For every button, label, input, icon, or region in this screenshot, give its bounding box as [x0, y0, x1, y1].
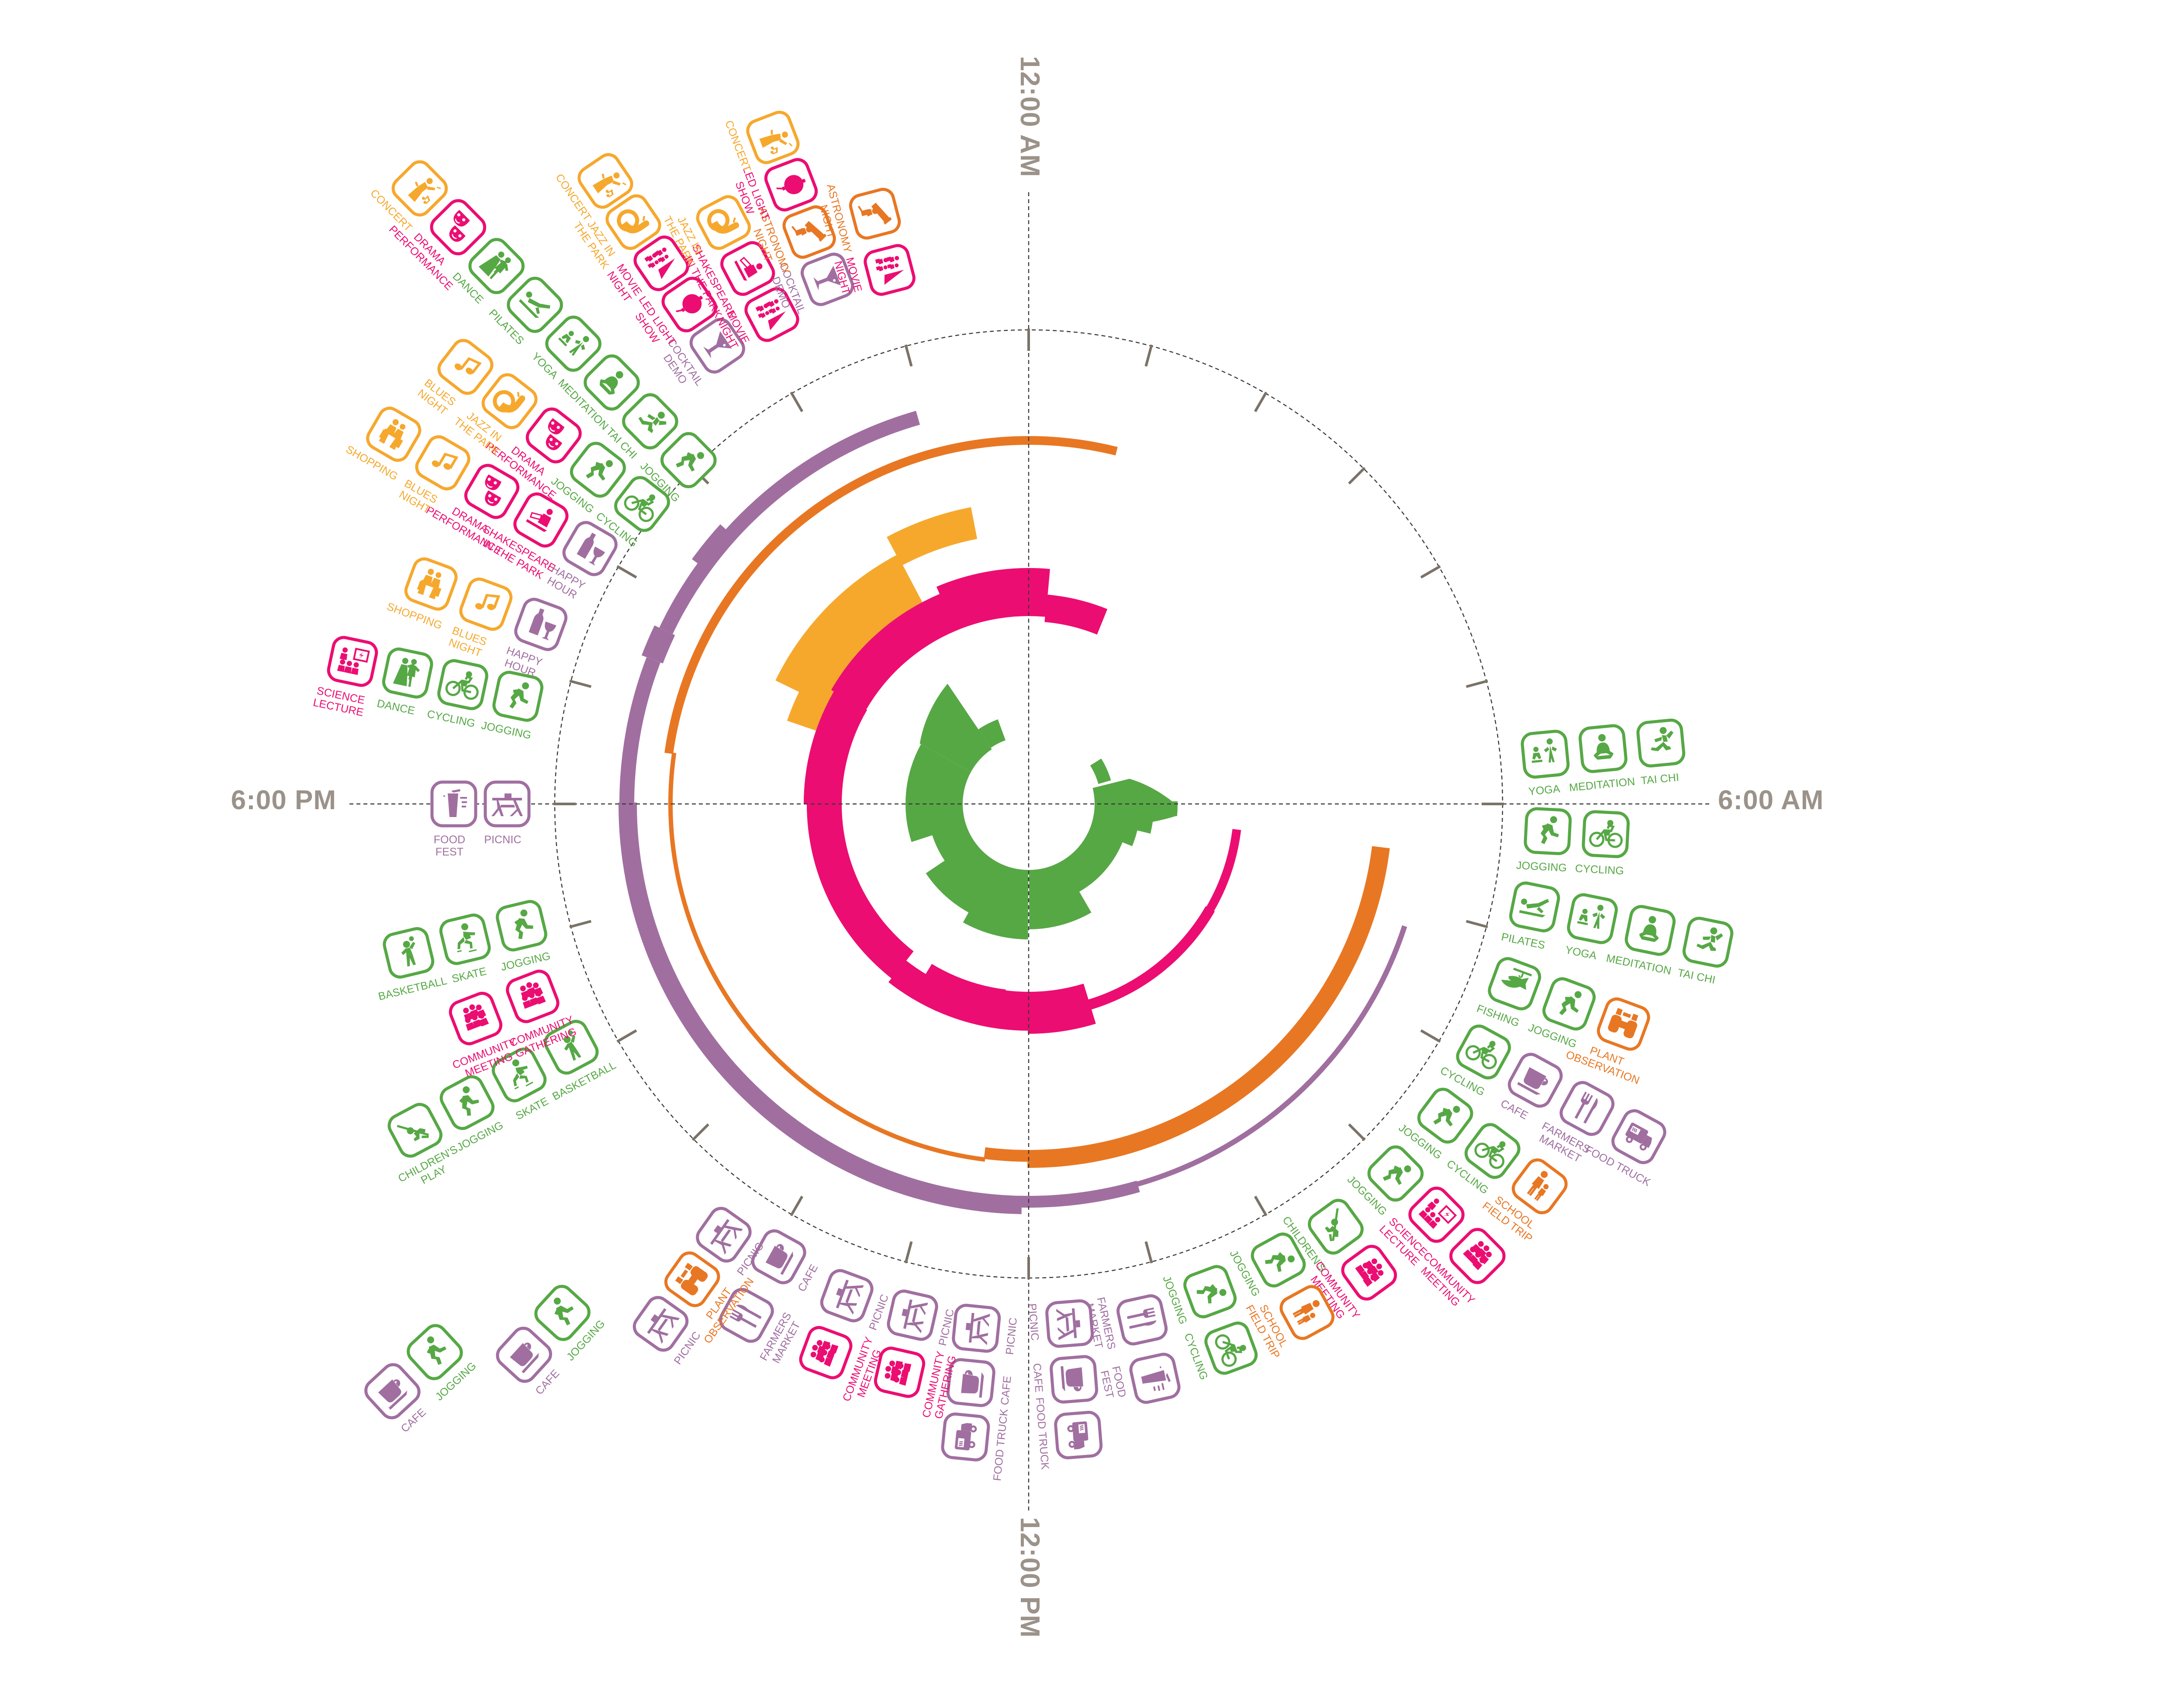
svg-text:YOGA: YOGA: [1528, 783, 1561, 798]
svg-text:FOOD: FOOD: [434, 834, 466, 846]
svg-text:CYCLING: CYCLING: [1575, 862, 1624, 877]
svg-text:12:00 PM: 12:00 PM: [1015, 1517, 1045, 1638]
svg-text:12:00 AM: 12:00 AM: [1015, 56, 1045, 177]
svg-text:CAFE: CAFE: [1030, 1363, 1045, 1393]
svg-text:PICNIC: PICNIC: [484, 834, 521, 846]
svg-text:JOGGING: JOGGING: [1516, 859, 1567, 874]
svg-text:PICNIC: PICNIC: [1026, 1303, 1041, 1341]
svg-text:CAFE: CAFE: [999, 1375, 1014, 1406]
svg-text:6:00 PM: 6:00 PM: [231, 785, 336, 815]
svg-text:6:00 AM: 6:00 AM: [1718, 785, 1824, 815]
svg-text:FEST: FEST: [435, 846, 463, 858]
